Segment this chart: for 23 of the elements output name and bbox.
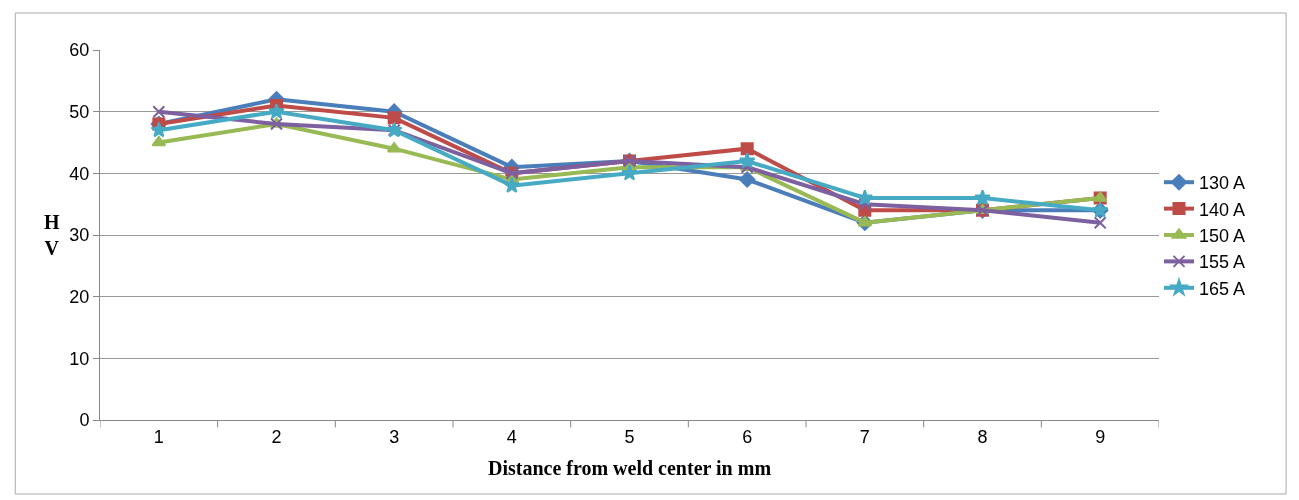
y-tick-label: 40 — [69, 163, 90, 184]
x-tick-label: 7 — [859, 426, 870, 447]
x-tick-label: 4 — [506, 426, 517, 447]
y-tick-label: 20 — [69, 286, 90, 307]
legend-label: 155 A — [1199, 252, 1246, 273]
y-tick-label: 50 — [69, 101, 90, 122]
y-tick-label: 0 — [79, 410, 90, 431]
x-tick-label: 5 — [624, 426, 635, 447]
legend-label: 140 A — [1199, 199, 1246, 220]
x-tick-label: 3 — [389, 426, 400, 447]
x-tick-label: 2 — [271, 426, 282, 447]
y-tick-label: 30 — [69, 225, 90, 246]
x-tick-label: 9 — [1095, 426, 1106, 447]
y-tick-label: 60 — [69, 40, 90, 61]
legend-label: 150 A — [1199, 226, 1246, 247]
x-tick-label: 1 — [153, 426, 164, 447]
y-tick-label: 10 — [69, 348, 90, 369]
x-tick-label: 8 — [977, 426, 988, 447]
x-tick-label: 6 — [742, 426, 753, 447]
legend-label: 130 A — [1199, 173, 1246, 194]
y-axis-title: HV — [44, 211, 60, 259]
legend-label: 165 A — [1199, 278, 1246, 299]
x-axis-title: Distance from weld center in mm — [487, 457, 772, 480]
